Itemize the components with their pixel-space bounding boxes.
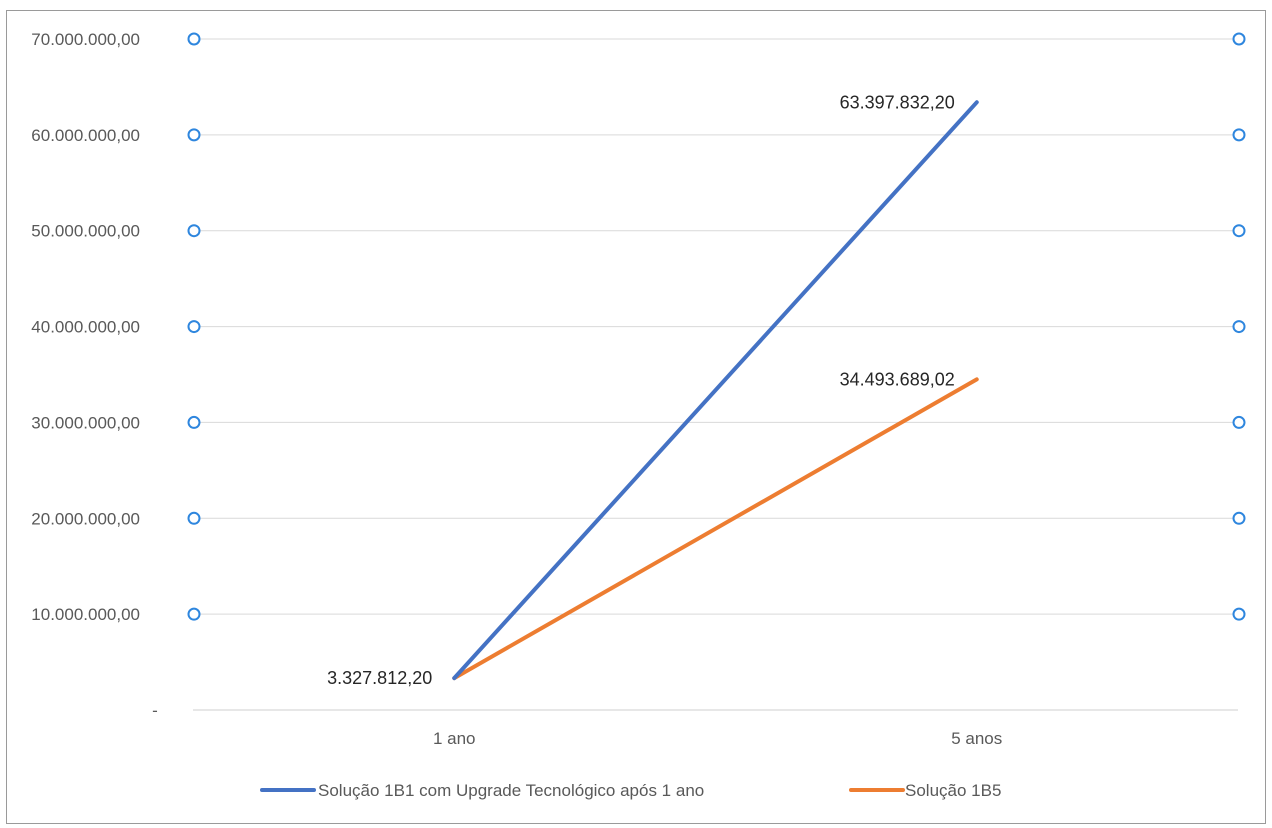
selection-handle bbox=[1232, 128, 1246, 142]
y-tick-label: 60.000.000,00 bbox=[31, 126, 140, 145]
selection-handle bbox=[1232, 607, 1246, 621]
data-label: 34.493.689,02 bbox=[840, 369, 955, 389]
x-tick-label: 1 ano bbox=[433, 729, 476, 748]
selection-handle bbox=[187, 320, 201, 334]
selection-handle bbox=[187, 415, 201, 429]
selection-handle bbox=[1232, 224, 1246, 238]
legend-label: Solução 1B5 bbox=[905, 781, 1001, 800]
series-line bbox=[452, 100, 979, 681]
y-tick-label: 20.000.000,00 bbox=[31, 509, 140, 528]
selection-handle bbox=[187, 128, 201, 142]
y-tick-label: - bbox=[152, 701, 158, 720]
data-label: 63.397.832,20 bbox=[840, 92, 955, 112]
y-tick-label: 50.000.000,00 bbox=[31, 222, 140, 241]
legend-label: Solução 1B1 com Upgrade Tecnológico após… bbox=[318, 781, 704, 800]
selection-handle bbox=[187, 511, 201, 525]
selection-handle bbox=[1232, 32, 1246, 46]
data-label: 3.327.812,20 bbox=[327, 668, 432, 688]
y-tick-label: 10.000.000,00 bbox=[31, 605, 140, 624]
selection-handle bbox=[1232, 511, 1246, 525]
y-tick-label: 30.000.000,00 bbox=[31, 413, 140, 432]
series-line bbox=[452, 377, 979, 681]
selection-handle bbox=[187, 224, 201, 238]
y-tick-label: 40.000.000,00 bbox=[31, 318, 140, 337]
selection-handle bbox=[187, 607, 201, 621]
x-tick-label: 5 anos bbox=[951, 729, 1002, 748]
chart-frame bbox=[6, 10, 1266, 824]
selection-handle bbox=[187, 32, 201, 46]
y-tick-label: 70.000.000,00 bbox=[31, 30, 140, 49]
selection-handle bbox=[1232, 320, 1246, 334]
selection-handle bbox=[1232, 415, 1246, 429]
